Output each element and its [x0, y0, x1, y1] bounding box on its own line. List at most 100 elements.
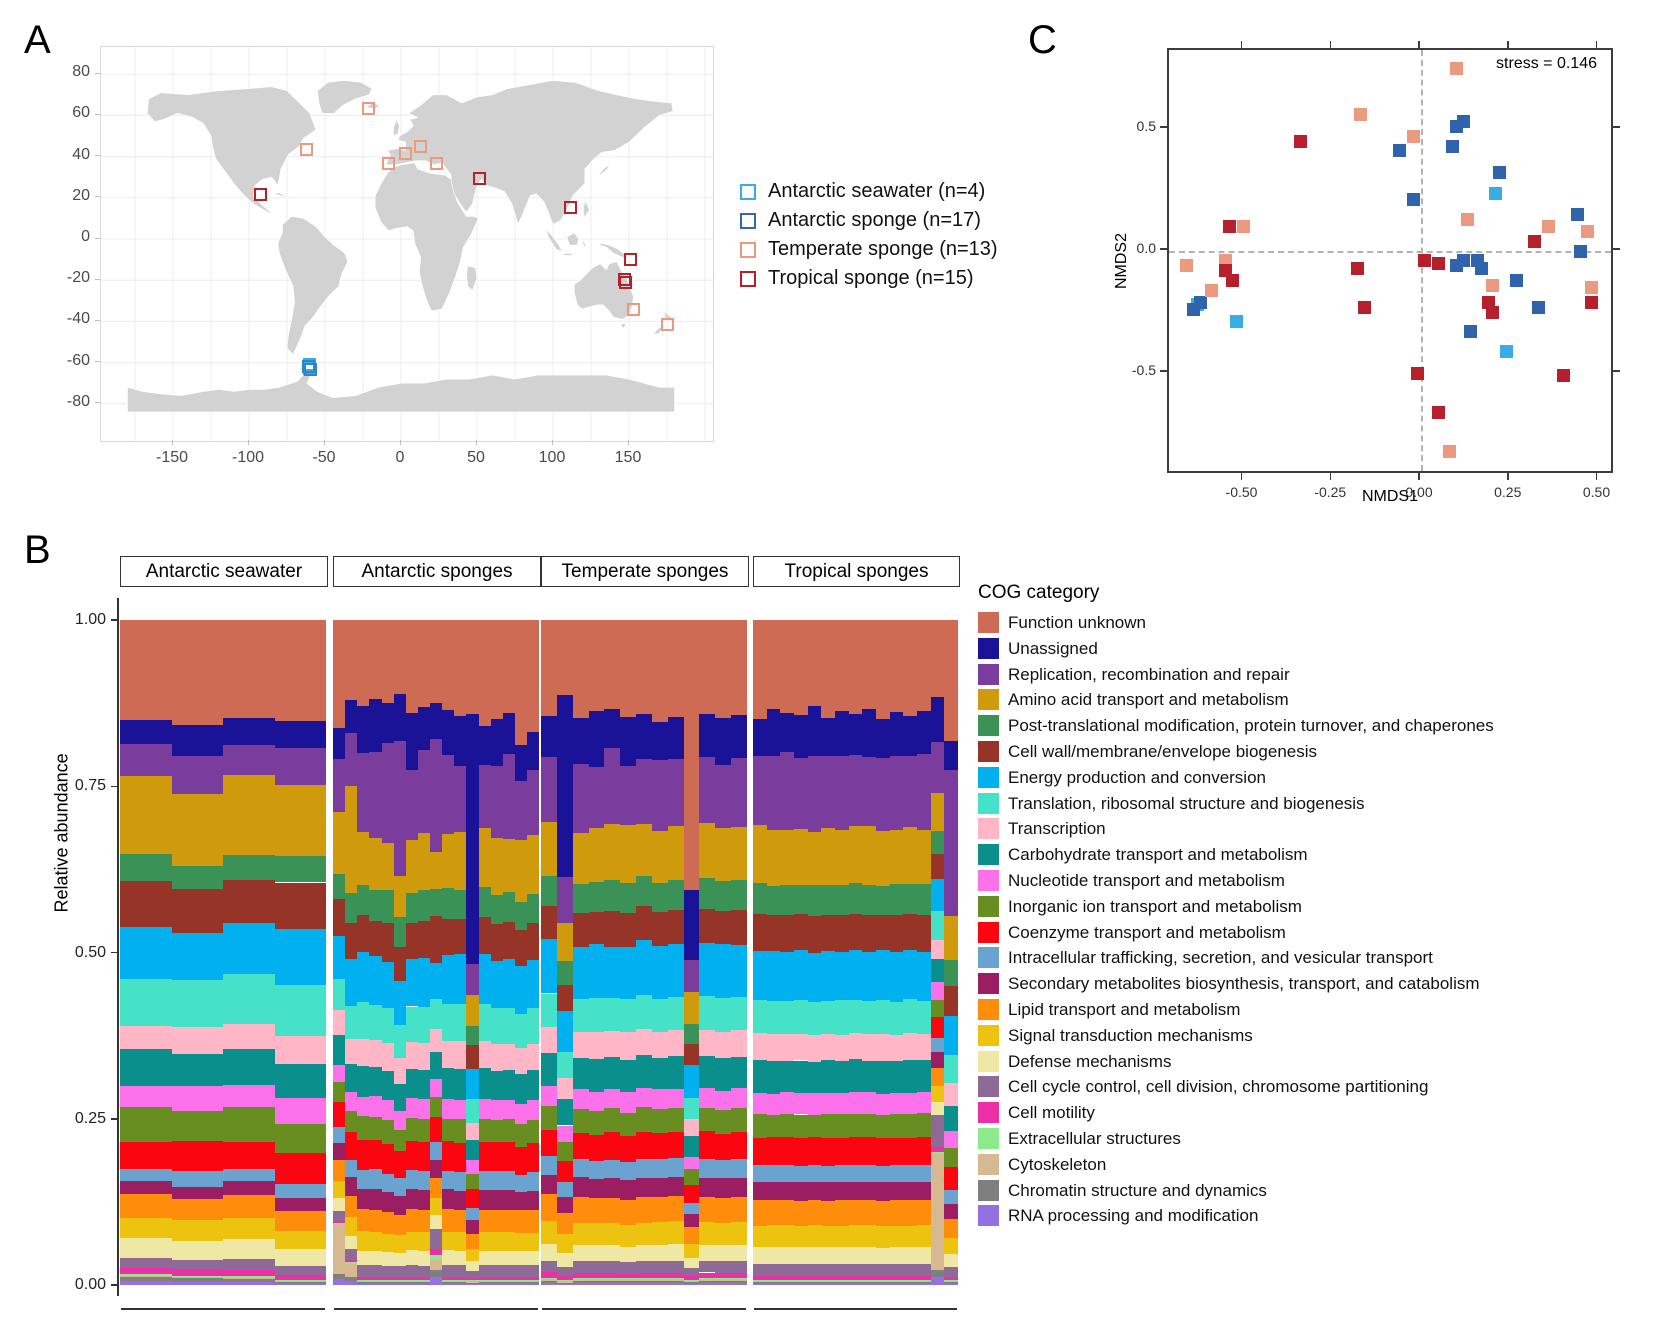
cog-legend-swatch [978, 973, 999, 995]
nmds-point [1485, 278, 1499, 292]
bar-segment [848, 1165, 863, 1182]
bar-segment [369, 1095, 382, 1118]
bar-segment [766, 1281, 781, 1283]
bar-segment [780, 1247, 795, 1264]
bar-segment [903, 1033, 918, 1060]
bar-segment [753, 1137, 767, 1166]
nmds-point [1205, 283, 1219, 297]
bar-segment [527, 1100, 540, 1120]
map-x-tick-label: 150 [614, 449, 642, 466]
bar-segment [651, 1031, 668, 1058]
bar-segment [171, 1141, 223, 1171]
bar-segment [944, 1203, 959, 1219]
bar-segment [876, 1282, 890, 1284]
bar-segment [442, 1170, 455, 1190]
bar-segment [333, 935, 346, 980]
bar-segment [848, 1263, 863, 1276]
sample-bar [274, 620, 326, 1285]
bar-segment [780, 712, 795, 753]
nmds-point [1460, 212, 1474, 226]
bar-segment [683, 1282, 700, 1284]
bar-segment [604, 1197, 621, 1223]
bar-segment [369, 1066, 382, 1096]
bar-segment [889, 1001, 904, 1035]
bar-segment [381, 1173, 394, 1193]
bar-segment [466, 1068, 479, 1099]
bar-segment [651, 1177, 668, 1198]
bar-segment [393, 1252, 406, 1267]
bar-segment [345, 1064, 358, 1093]
bar-segment [274, 1035, 326, 1065]
bar-segment [835, 830, 849, 886]
bar-segment [541, 1105, 557, 1130]
bar-segment [821, 1060, 836, 1094]
facet-header: Temperate sponges [541, 556, 749, 587]
bar-segment [393, 980, 406, 1025]
bar-segment [393, 1151, 406, 1179]
bar-segment [541, 1244, 557, 1261]
bar-segment [821, 1283, 836, 1285]
bar-segment [274, 1184, 326, 1199]
bar-segment [683, 1184, 700, 1203]
bar-segment [620, 1262, 637, 1274]
bar-segment [171, 1269, 223, 1276]
bar-segment [636, 1277, 652, 1280]
cog-y-tick [111, 1118, 117, 1120]
bar-segment [430, 1270, 443, 1278]
map-legend-item: Antarctic sponge (n=17) [740, 209, 1040, 242]
bar-segment [454, 1143, 467, 1173]
facet-bottom-axis [754, 1308, 957, 1310]
bar-segment [780, 1034, 795, 1061]
bar-segment [430, 1255, 443, 1261]
bar-segment [417, 1141, 430, 1172]
bar-segment [478, 1098, 491, 1119]
bar-segment [357, 1250, 370, 1266]
bar-segment [835, 1034, 849, 1062]
bar-segment [862, 1113, 877, 1138]
bar-segment [651, 831, 668, 883]
bar-segment [333, 728, 346, 760]
bar-segment [889, 914, 904, 952]
bar-segment [588, 1111, 605, 1135]
sample-bar [223, 620, 275, 1285]
bar-segment [171, 980, 223, 1027]
bar-segment [223, 1239, 275, 1260]
sample-bar [333, 620, 346, 1285]
bar-segment [572, 1089, 589, 1109]
bar-segment [120, 1142, 172, 1169]
nmds-x-tick [1418, 473, 1420, 480]
bar-segment [651, 882, 668, 912]
bar-segment [369, 1188, 382, 1210]
bar-segment [651, 1244, 668, 1261]
bar-segment [699, 878, 716, 909]
bar-segment [917, 1225, 931, 1248]
bar-segment [502, 712, 515, 754]
bar-segment [572, 998, 589, 1032]
bar-segment [766, 1137, 781, 1166]
bar-segment [903, 1275, 918, 1280]
bar-segment [405, 1042, 418, 1070]
bar-segment [715, 620, 732, 719]
bar-segment [572, 1272, 589, 1278]
map-legend-item: Antarctic seawater (n=4) [740, 180, 1040, 213]
bar-segment [835, 1281, 849, 1283]
bar-segment [466, 1278, 479, 1281]
bar-segment [604, 997, 621, 1031]
sample-bar [345, 620, 358, 1285]
bar-segment [620, 946, 637, 999]
bar-segment [442, 1141, 455, 1171]
bar-segment [490, 1283, 503, 1285]
bar-segment [369, 1277, 382, 1280]
bar-segment [807, 952, 822, 1002]
bar-segment [604, 1244, 621, 1261]
bar-segment [541, 1283, 557, 1285]
bar-segment [604, 1177, 621, 1198]
bar-segment [274, 1266, 326, 1275]
bar-segment [821, 1282, 836, 1284]
bar-segment [753, 620, 767, 720]
bar-segment [430, 739, 443, 853]
bar-segment [466, 1140, 479, 1160]
bar-segment [807, 1225, 822, 1248]
nmds-point [1481, 295, 1495, 309]
bar-segment [876, 1138, 890, 1166]
